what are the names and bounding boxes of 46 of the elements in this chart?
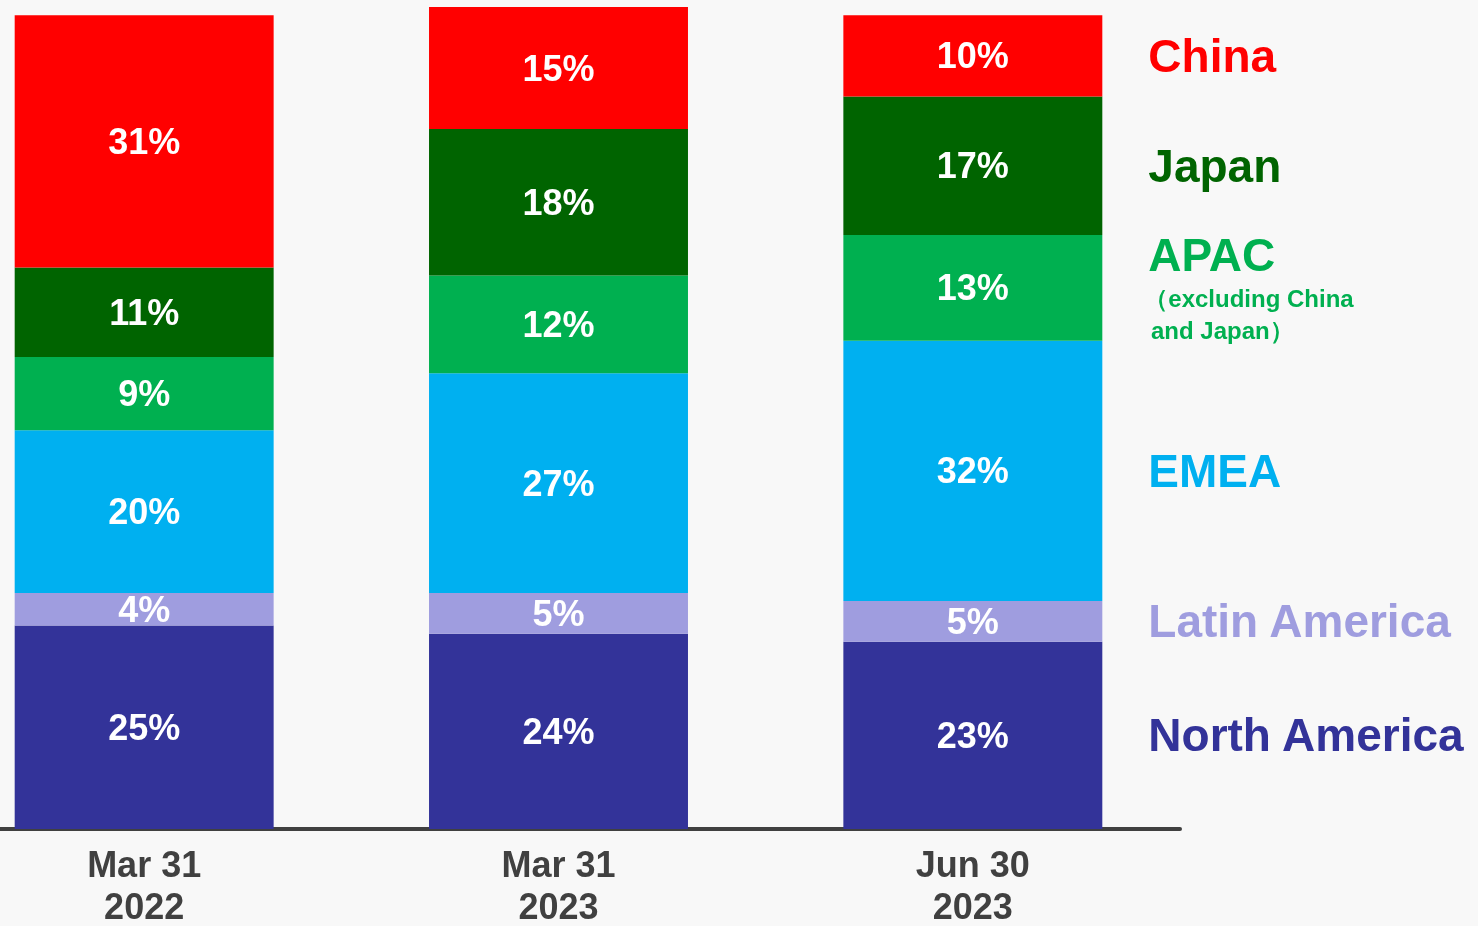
data-label: 13% <box>936 267 1009 309</box>
bar <box>14 356 274 431</box>
x-tick-label: Mar 31 2023 <box>501 843 616 926</box>
data-label: 18% <box>522 181 595 223</box>
series-label: China <box>1148 29 1277 82</box>
data-label: 20% <box>108 491 181 533</box>
bar <box>429 7 688 130</box>
bar <box>843 96 1103 235</box>
annotation: （excluding China and Japan） <box>1144 285 1355 345</box>
data-label: 5% <box>946 600 999 642</box>
data-label: 12% <box>522 303 595 345</box>
x-tick-label: Jun 30 2023 <box>915 843 1030 926</box>
bar <box>14 15 274 268</box>
data-label: 9% <box>118 373 171 415</box>
data-label: 5% <box>532 592 585 634</box>
data-label: 4% <box>118 588 171 630</box>
series-label: EMEA <box>1148 444 1282 497</box>
data-label: 32% <box>936 450 1009 492</box>
data-label: 25% <box>108 706 181 748</box>
bar <box>14 430 274 593</box>
bar <box>14 592 274 626</box>
bar <box>843 15 1103 97</box>
series-label: Latin America <box>1148 595 1452 648</box>
bar <box>429 129 688 276</box>
data-label: 17% <box>936 145 1009 187</box>
data-label: 23% <box>936 714 1009 756</box>
data-label: 10% <box>936 35 1009 77</box>
bar <box>429 275 688 374</box>
bar <box>843 234 1103 341</box>
x-tick-label: Mar 31 2022 <box>87 843 202 926</box>
data-label: 15% <box>522 47 595 89</box>
series-label: APAC <box>1148 228 1276 281</box>
data-label: 31% <box>108 120 181 162</box>
bar <box>843 641 1103 829</box>
bar <box>843 601 1103 642</box>
bar <box>429 373 688 593</box>
bar <box>14 625 274 829</box>
data-label: 11% <box>109 291 180 333</box>
bar <box>429 592 688 634</box>
series-label: Japan <box>1148 139 1282 192</box>
data-label: 27% <box>522 462 595 504</box>
bar <box>429 633 688 829</box>
data-label: 24% <box>522 710 595 752</box>
bar <box>14 267 274 357</box>
series-label: North America <box>1148 709 1464 762</box>
bar <box>843 340 1103 602</box>
